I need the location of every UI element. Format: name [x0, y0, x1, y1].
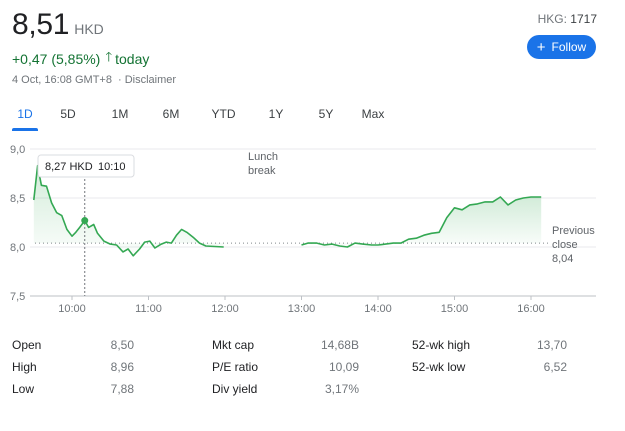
x-tick-label: 12:00 [211, 303, 239, 315]
stat-value: 6,52 [543, 360, 567, 374]
price-line [301, 196, 542, 248]
stat-label: P/E ratio [212, 360, 259, 374]
stat-label: High [12, 360, 37, 374]
quote-timestamp: 4 Oct, 16:08 GMT+8 [12, 74, 112, 86]
previous-close-label: 8,04 [552, 253, 573, 265]
stat-label: Mkt cap [212, 338, 255, 352]
stat-label: Open [12, 338, 42, 352]
time-range-tabs: 1D 5D 1M 6M YTD 1Y 5Y Max [8, 107, 395, 131]
plus-icon: + [536, 38, 546, 56]
stat-row: Low 7,88 [12, 378, 134, 400]
tab-ytd[interactable]: YTD [211, 107, 236, 121]
stat-row: Open 8,50 [12, 334, 134, 356]
change-value: +0,47 (5,85%) [12, 51, 101, 67]
stats-column-2: Mkt cap 14,68B P/E ratio 10,09 Div yield 3,17… [212, 334, 359, 400]
price-area-fill [33, 165, 224, 256]
arrow-up-icon: 🡑 [105, 49, 113, 64]
tab-1m[interactable]: 1M [111, 107, 129, 121]
y-tick-label: 8,5 [10, 193, 25, 205]
stat-value: 13,70 [536, 338, 567, 352]
disclaimer-link[interactable]: Disclaimer [124, 74, 177, 86]
y-tick-label: 8,0 [10, 242, 25, 254]
tab-5d[interactable]: 5D [60, 107, 76, 121]
stat-row: Mkt cap 14,68B [212, 334, 359, 356]
y-tick-label: 7,5 [10, 291, 25, 303]
stat-label: Low [12, 382, 35, 396]
tab-5y[interactable]: 5Y [318, 107, 334, 121]
price-chart: 9,0 8,5 8,0 7,5 10:00 11:00 12:00 13:00 14:00 15:… [10, 144, 596, 315]
x-tick-label: 10:00 [58, 303, 86, 315]
symbol-label: 1717 [570, 12, 597, 26]
stat-label: Div yield [212, 382, 258, 396]
ticker-symbol: HKG: 1717 [538, 12, 597, 26]
follow-label: Follow [551, 40, 587, 54]
stats-column-1: Open 8,50 High 8,96 Low 7,88 [12, 334, 134, 400]
stats-column-3: 52-wk high 13,70 52-wk low 6,52 [412, 334, 567, 378]
tab-max[interactable]: Max [361, 107, 385, 121]
stat-row: 52-wk low 6,52 [412, 356, 567, 378]
stat-label: 52-wk low [412, 360, 466, 374]
quote-meta: 4 Oct, 16:08 GMT+8 · Disclaimer [12, 74, 176, 86]
stat-label: 52-wk high [412, 338, 471, 352]
stat-row: Div yield 3,17% [212, 378, 359, 400]
stat-value: 10,09 [328, 360, 359, 374]
currency-label: HKD [74, 21, 104, 37]
exchange-label: HKG: [537, 12, 567, 26]
price-header: 8,51 HKD [12, 8, 104, 42]
stat-value: 3,17% [324, 382, 359, 396]
stat-row: High 8,96 [12, 356, 134, 378]
follow-button[interactable]: + Follow [527, 35, 596, 59]
stat-value: 8,50 [110, 338, 134, 352]
stat-row: P/E ratio 10,09 [212, 356, 359, 378]
stat-value: 14,68B [320, 338, 359, 352]
price-line [33, 164, 224, 257]
previous-close-label: close [552, 239, 578, 251]
hover-point [81, 217, 89, 225]
previous-close-label: Previous [552, 225, 595, 237]
stat-value: 7,88 [110, 382, 134, 396]
x-tick-label: 11:00 [135, 303, 162, 315]
lunch-break-label: break [248, 165, 276, 177]
price-change: +0,47 (5,85%) 🡑 today [12, 48, 149, 70]
change-period: today [115, 51, 150, 67]
tab-1y[interactable]: 1Y [268, 107, 284, 121]
tab-1d[interactable]: 1D [8, 107, 42, 131]
lunch-break-label: Lunch [248, 151, 278, 163]
stat-value: 8,96 [110, 360, 134, 374]
x-tick-label: 13:00 [288, 303, 316, 315]
current-price: 8,51 [12, 8, 70, 41]
tooltip-box [37, 154, 135, 178]
tab-6m[interactable]: 6M [162, 107, 180, 121]
x-tick-label: 16:00 [517, 303, 545, 315]
tooltip-price: 8,27 HKD [45, 161, 93, 173]
x-tick-label: 14:00 [364, 303, 392, 315]
x-tick-label: 15:00 [441, 303, 469, 315]
meta-separator: · [118, 74, 122, 86]
stat-row: 52-wk high 13,70 [412, 334, 567, 356]
tooltip-time: 10:10 [98, 161, 126, 173]
y-tick-label: 9,0 [10, 144, 25, 156]
price-area-fill [301, 197, 542, 247]
